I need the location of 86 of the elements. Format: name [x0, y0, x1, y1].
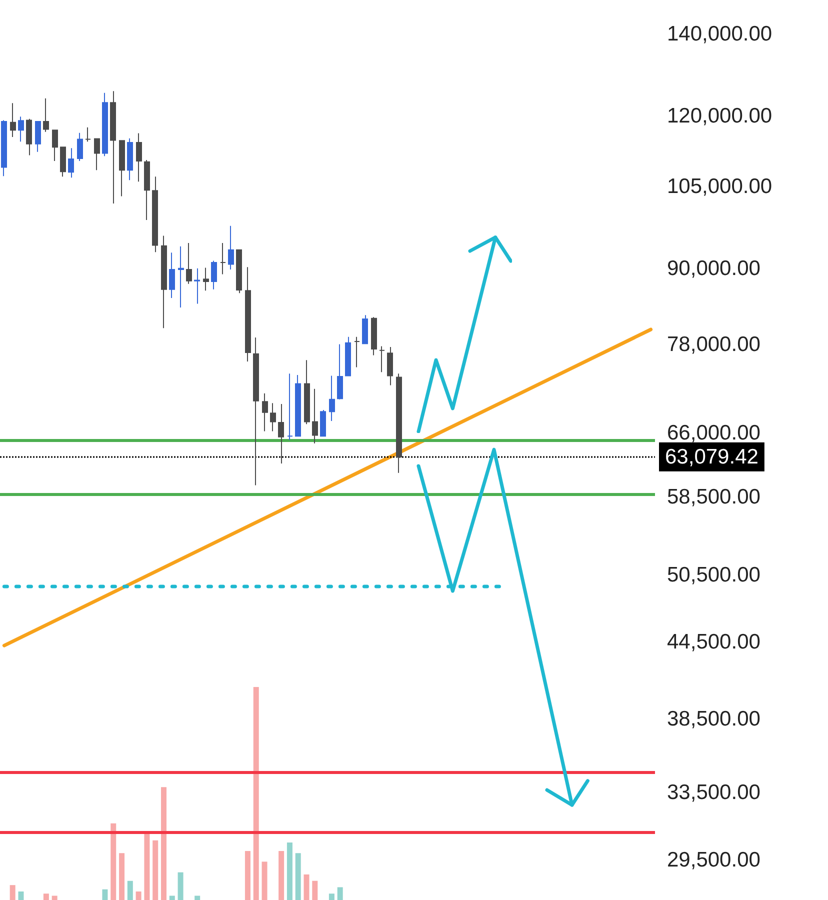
candlestick: [253, 337, 259, 486]
bar: [110, 823, 116, 900]
y-tick-label: 38,500.00: [667, 707, 760, 730]
candlestick: [312, 388, 318, 444]
candlestick: [362, 314, 368, 344]
bar: [136, 891, 142, 900]
candlestick: [26, 118, 32, 156]
candlestick: [387, 346, 393, 386]
bar: [328, 894, 334, 900]
candlestick: [186, 242, 192, 284]
candlestick: [236, 249, 242, 294]
candlestick: [345, 336, 351, 376]
bar: [194, 896, 200, 900]
candlestick: [68, 148, 74, 178]
candlestick: [270, 402, 276, 432]
candlestick: [161, 235, 167, 329]
bar: [43, 894, 49, 900]
candlestick: [52, 130, 58, 162]
bar: [18, 891, 24, 900]
candlestick: [304, 360, 310, 425]
bar: [152, 840, 158, 900]
bar: [178, 872, 184, 900]
candlestick: [337, 344, 343, 400]
candlestick: [320, 410, 326, 437]
bar: [304, 874, 310, 900]
bar: [295, 853, 301, 900]
bar: [52, 896, 58, 900]
candlestick: [110, 90, 116, 204]
candlestick: [94, 138, 100, 171]
candlestick: [228, 225, 234, 270]
y-tick-label: 44,500.00: [667, 630, 760, 654]
candlestick: [169, 252, 175, 299]
y-tick-label: 120,000.00: [667, 104, 772, 128]
candlestick: [18, 116, 24, 142]
candlestick: [77, 132, 83, 162]
candlestick: [127, 138, 133, 181]
candlestick: [245, 266, 251, 362]
bar: [10, 885, 16, 900]
candlestick: [144, 159, 150, 220]
candlestick: [211, 260, 217, 290]
candlestick: [220, 242, 226, 275]
candlestick: [152, 176, 158, 253]
candlestick: [354, 336, 360, 368]
candlestick: [396, 373, 402, 474]
bar: [337, 887, 343, 900]
bar: [169, 896, 175, 900]
candlestick: [1, 120, 7, 177]
y-tick-label: 105,000.00: [667, 175, 772, 198]
candlestick: [278, 403, 284, 464]
candlestick: [203, 267, 209, 292]
bar: [286, 842, 292, 900]
y-tick-label: 50,500.00: [667, 563, 760, 586]
bar: [161, 787, 166, 900]
candlestick: [178, 246, 184, 308]
y-tick-label: 33,500.00: [667, 781, 760, 804]
y-tick-label: 29,500.00: [667, 848, 760, 872]
bar: [244, 851, 250, 900]
candlestick: [194, 268, 200, 304]
candlestick: [60, 146, 66, 178]
y-tick-label: 90,000.00: [667, 256, 760, 280]
candlestick: [102, 92, 108, 157]
candlestick: [379, 346, 385, 373]
candlestick: [287, 373, 293, 441]
bar: [119, 853, 125, 900]
candlestick: [10, 102, 16, 138]
bar: [262, 862, 268, 900]
candlestick: [35, 121, 41, 152]
candlestick: [329, 375, 335, 422]
y-tick-label: 78,000.00: [667, 332, 760, 356]
bar: [253, 687, 259, 900]
y-tick-label: 140,000.00: [667, 22, 772, 46]
candlestick: [43, 98, 49, 132]
candlestick: [119, 140, 125, 197]
bar: [144, 834, 150, 900]
ref-line-label: 63,079.42: [665, 445, 758, 468]
candlestick: [371, 316, 377, 356]
bar: [312, 880, 318, 900]
bar: [278, 851, 284, 900]
y-tick-label: 58,500.00: [667, 485, 760, 508]
candlestick: [85, 126, 91, 142]
candlestick: [136, 132, 142, 182]
y-tick-label: 66,000.00: [667, 421, 760, 444]
candlestick: [295, 374, 301, 437]
candlestick: [262, 392, 268, 432]
bar: [102, 889, 108, 900]
bar: [127, 880, 133, 900]
